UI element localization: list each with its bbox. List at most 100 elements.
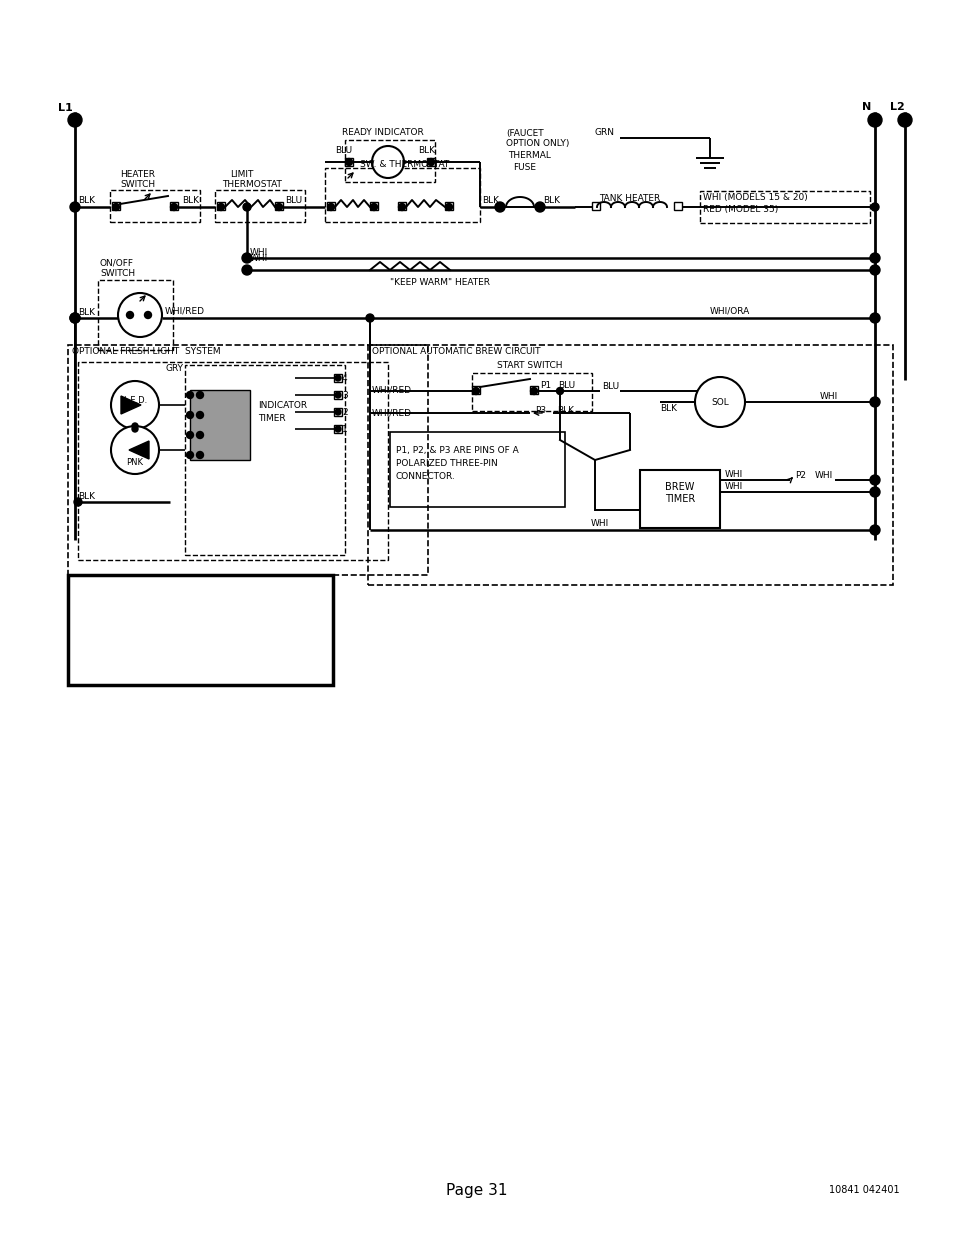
Text: PNK: PNK: [127, 457, 143, 467]
Text: TIMER: TIMER: [257, 414, 285, 422]
Text: WHI/RED: WHI/RED: [372, 385, 412, 394]
Text: 1: 1: [341, 425, 348, 433]
Circle shape: [186, 411, 193, 419]
Text: ON/OFF: ON/OFF: [100, 258, 133, 268]
Text: P3: P3: [535, 405, 545, 415]
Text: BLK: BLK: [78, 492, 95, 500]
Circle shape: [869, 253, 879, 263]
Text: OPTIONAL AUTOMATIC BREW CIRCUIT: OPTIONAL AUTOMATIC BREW CIRCUIT: [372, 347, 540, 356]
Circle shape: [695, 377, 744, 427]
Text: WHI/RED: WHI/RED: [372, 409, 412, 417]
Text: BLK: BLK: [417, 146, 435, 154]
Circle shape: [118, 293, 162, 337]
Circle shape: [366, 314, 374, 322]
Circle shape: [335, 426, 340, 432]
Text: BREW: BREW: [664, 482, 694, 492]
Text: N: N: [862, 103, 871, 112]
Circle shape: [335, 409, 340, 415]
Text: WHI (MODELS 15 & 20): WHI (MODELS 15 & 20): [702, 193, 807, 201]
Circle shape: [111, 382, 159, 429]
Text: WHI: WHI: [820, 391, 838, 400]
Text: BLU: BLU: [285, 195, 302, 205]
Circle shape: [869, 396, 879, 408]
Text: LIMIT: LIMIT: [230, 169, 253, 179]
Circle shape: [869, 487, 879, 496]
Text: BLK: BLK: [182, 195, 199, 205]
Text: RED (MODEL 35): RED (MODEL 35): [702, 205, 778, 214]
Text: WHI: WHI: [814, 471, 832, 479]
Polygon shape: [121, 396, 141, 414]
Bar: [345, 140, 435, 182]
Bar: [368, 345, 892, 585]
Text: (FAUCET: (FAUCET: [505, 128, 543, 137]
Bar: [68, 345, 428, 576]
Circle shape: [869, 312, 879, 324]
Circle shape: [335, 391, 340, 398]
Text: HEATER: HEATER: [120, 169, 155, 179]
Text: BLK: BLK: [659, 404, 677, 412]
Circle shape: [242, 266, 252, 275]
Bar: [68, 576, 333, 685]
Text: 2: 2: [341, 408, 347, 416]
Circle shape: [242, 253, 252, 263]
Circle shape: [535, 203, 544, 212]
Bar: [327, 203, 335, 210]
Circle shape: [196, 391, 203, 399]
Text: START SWITCH: START SWITCH: [497, 361, 562, 369]
Text: BLK: BLK: [78, 195, 95, 205]
Text: BLK: BLK: [481, 195, 498, 205]
Text: L2: L2: [889, 103, 903, 112]
Bar: [325, 168, 479, 222]
Bar: [390, 432, 564, 508]
Bar: [110, 190, 200, 222]
Bar: [78, 362, 388, 559]
Text: 3: 3: [341, 390, 348, 399]
Text: THERMAL: THERMAL: [507, 151, 550, 159]
Circle shape: [398, 204, 405, 210]
Bar: [592, 203, 599, 210]
Text: WHI/ORA: WHI/ORA: [709, 306, 749, 315]
Text: TIMER: TIMER: [664, 494, 695, 504]
Circle shape: [372, 146, 403, 178]
Text: SOL: SOL: [710, 398, 728, 406]
Circle shape: [132, 424, 138, 429]
Text: GRY: GRY: [166, 363, 184, 373]
Circle shape: [144, 311, 152, 319]
Bar: [334, 391, 341, 399]
Text: WHI: WHI: [724, 469, 742, 478]
Text: THERMOSTAT: THERMOSTAT: [222, 179, 281, 189]
Text: SWITCH: SWITCH: [100, 268, 135, 278]
Bar: [334, 408, 341, 416]
Circle shape: [869, 525, 879, 535]
Bar: [345, 158, 353, 165]
Circle shape: [70, 312, 80, 324]
Text: "KEEP WARM" HEATER: "KEEP WARM" HEATER: [390, 278, 490, 287]
Bar: [397, 203, 406, 210]
Text: P2: P2: [794, 471, 805, 479]
Circle shape: [472, 388, 479, 394]
Text: BLU: BLU: [601, 382, 618, 390]
Bar: [370, 203, 377, 210]
Bar: [700, 191, 869, 224]
Circle shape: [370, 204, 377, 210]
Circle shape: [70, 312, 80, 324]
Text: INDICATOR: INDICATOR: [257, 400, 307, 410]
Circle shape: [196, 431, 203, 438]
Circle shape: [556, 388, 563, 394]
Text: BLU: BLU: [558, 380, 575, 389]
Circle shape: [127, 311, 133, 319]
Text: CONNECTOR.: CONNECTOR.: [395, 472, 456, 480]
Bar: [190, 390, 250, 459]
Text: BLU: BLU: [335, 146, 352, 154]
Bar: [472, 387, 479, 394]
Bar: [444, 203, 453, 210]
Circle shape: [171, 204, 177, 210]
Bar: [334, 425, 341, 433]
Text: 4: 4: [341, 373, 347, 383]
Polygon shape: [129, 441, 149, 459]
Circle shape: [275, 204, 282, 210]
Circle shape: [327, 204, 335, 210]
Circle shape: [196, 452, 203, 458]
Text: OPTION ONLY): OPTION ONLY): [505, 138, 569, 147]
Circle shape: [111, 426, 159, 474]
